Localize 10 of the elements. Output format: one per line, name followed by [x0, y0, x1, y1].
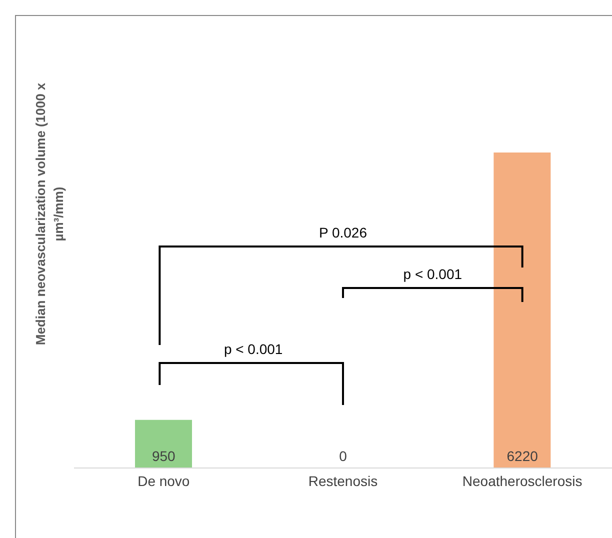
- annotation: p < 0.001: [403, 266, 462, 282]
- annotation: p < 0.001: [224, 341, 283, 357]
- y-axis-title: Median neovascularization volume (1000 x µm³/mm): [33, 82, 66, 346]
- annotation: P 0.026: [318, 224, 368, 241]
- x-tick-label: Neoatherosclerosis: [462, 472, 582, 489]
- data-label: 6220: [506, 448, 538, 464]
- x-tick-label: De novo: [138, 472, 190, 489]
- data-label: 950: [152, 448, 176, 464]
- x-tick-label: Restenosis: [308, 472, 378, 489]
- data-label: 0: [339, 448, 348, 464]
